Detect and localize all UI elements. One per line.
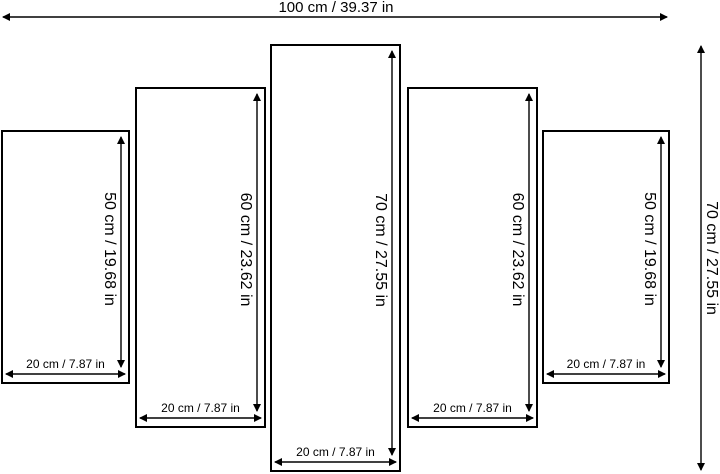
panel [135,87,266,428]
total-height-label: 70 cm / 27.55 in [703,201,720,315]
panel [407,87,538,428]
panel-width-label: 20 cm / 7.87 in [567,357,646,371]
panel [1,130,130,384]
panel-height-label: 50 cm / 19.68 in [101,192,118,306]
panel-width-label: 20 cm / 7.87 in [433,401,512,415]
total-width-label: 100 cm / 39.37 in [278,0,393,16]
panel-height-label: 60 cm / 23.62 in [509,193,526,307]
panel [542,130,670,384]
panel-width-label: 20 cm / 7.87 in [161,401,240,415]
panel-height-label: 60 cm / 23.62 in [237,193,254,307]
panel-height-label: 70 cm / 27.55 in [372,193,389,307]
panel-height-label: 50 cm / 19.68 in [641,192,658,306]
panel-width-label: 20 cm / 7.87 in [26,357,105,371]
panel [270,44,401,472]
panel-width-label: 20 cm / 7.87 in [296,445,375,459]
